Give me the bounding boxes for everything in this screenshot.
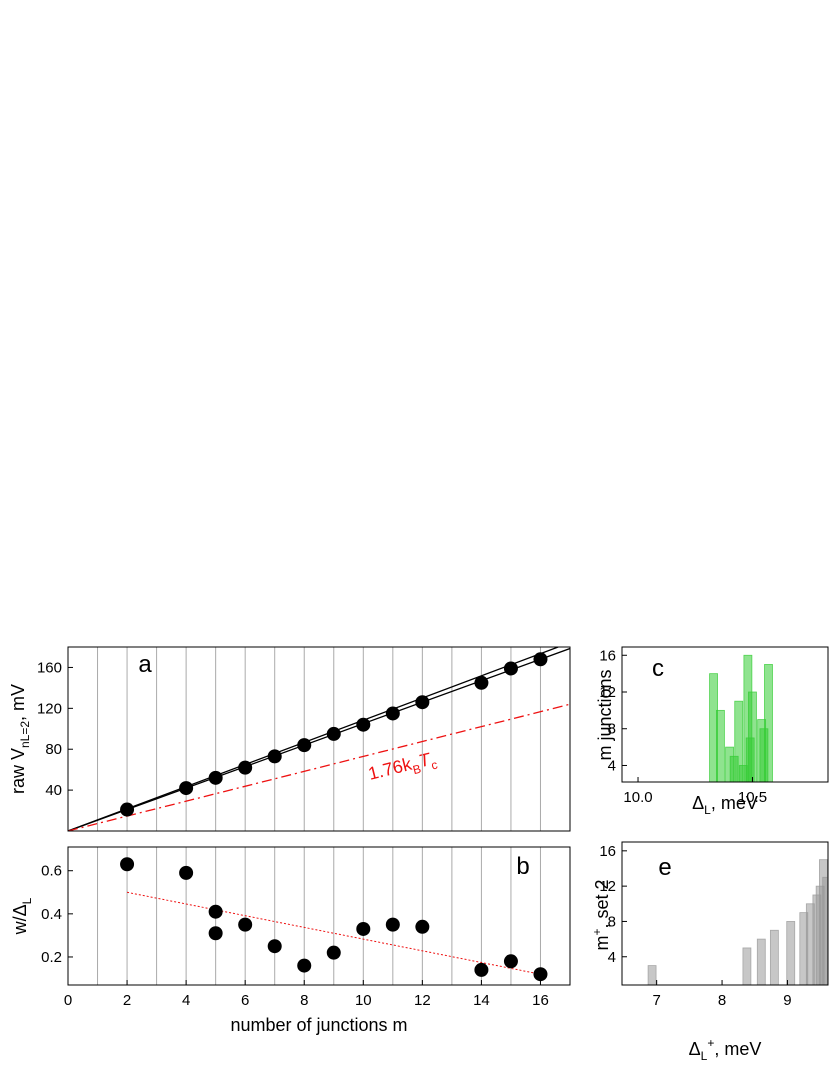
bar [769,929,779,985]
bar [764,664,773,782]
x-tick-label: 12 [414,992,431,1009]
fit-line [68,703,570,831]
bar [756,938,766,985]
x-tick-label: 16 [532,992,549,1009]
annotation: 1.76kBTc [366,748,439,788]
x-tick-label: 10.0 [623,789,652,806]
data-point [385,917,400,932]
y-tick-label: 8 [608,721,616,738]
x-axis-label: ΔL, meV [692,793,758,817]
x-tick-label: 6 [241,992,249,1009]
data-point [297,958,312,973]
data-point [120,857,135,872]
bar [786,921,796,985]
data-point [179,865,194,880]
data-point [326,945,341,960]
frame [621,646,829,783]
fit-line [68,647,559,831]
data-point [208,904,223,919]
data-point [533,967,548,982]
x-tick-label: 14 [473,992,490,1009]
data-point [385,706,400,721]
y-tick-label: 16 [599,647,616,664]
plot-area [647,859,828,985]
y-tick-label: 12 [599,684,616,701]
x-tick-label: 8 [718,992,726,1009]
frame [67,646,571,832]
x-tick-label: 8 [300,992,308,1009]
y-tick-label: 4 [608,949,616,966]
x-tick-label: 10.5 [738,789,767,806]
data-point [267,939,282,954]
y-tick-label: 4 [608,757,616,774]
y-tick-label: 160 [37,659,62,676]
data-point [356,717,371,732]
y-tick-label: 80 [45,741,62,758]
plot-area [709,654,773,782]
bar [748,691,757,782]
y-tick-label: 0.6 [41,863,62,880]
y-tick-label: 8 [608,913,616,930]
y-tick-label: 12 [599,878,616,895]
y-tick-label: 120 [37,700,62,717]
frame [621,841,829,986]
y-tick-label: 40 [45,782,62,799]
x-tick-label: 9 [783,992,791,1009]
x-tick-label: 10 [355,992,372,1009]
bar [742,947,752,985]
data-point [179,781,194,796]
y-tick-label: 0.2 [41,949,62,966]
data-point [474,962,489,977]
data-point [297,738,312,753]
x-axis-label: ΔL+, meV [689,1036,762,1063]
panel-label: b [516,853,529,880]
y-axis-label: raw VnL=2, mV [8,684,32,794]
x-tick-label: 7 [652,992,660,1009]
bar [716,709,725,782]
plot-area [97,847,541,985]
data-point [267,749,282,764]
x-tick-label: 4 [182,992,190,1009]
data-point [208,926,223,941]
panel-label: e [658,854,671,881]
data-point [474,675,489,690]
panel-label: a [138,651,152,678]
y-axis-label: m junctions [595,669,615,760]
panel-label: c [652,655,664,682]
y-axis-label: w/ΔL [10,897,34,935]
data-point [415,919,430,934]
data-point [238,760,253,775]
bar [822,876,828,985]
data-point [208,770,223,785]
data-point [238,917,253,932]
bar [647,965,657,985]
y-tick-label: 0.4 [41,906,62,923]
y-axis-label: m+, set 2 [590,879,612,950]
data-point [326,726,341,741]
data-point [120,802,135,817]
data-point [356,921,371,936]
data-point [503,661,518,676]
data-point [415,695,430,710]
x-tick-label: 2 [123,992,131,1009]
data-point [533,652,548,667]
x-tick-label: 0 [64,992,72,1009]
y-tick-label: 16 [599,843,616,860]
x-axis-label: number of junctions m [230,1015,407,1035]
frame [67,846,571,986]
data-point [503,954,518,969]
